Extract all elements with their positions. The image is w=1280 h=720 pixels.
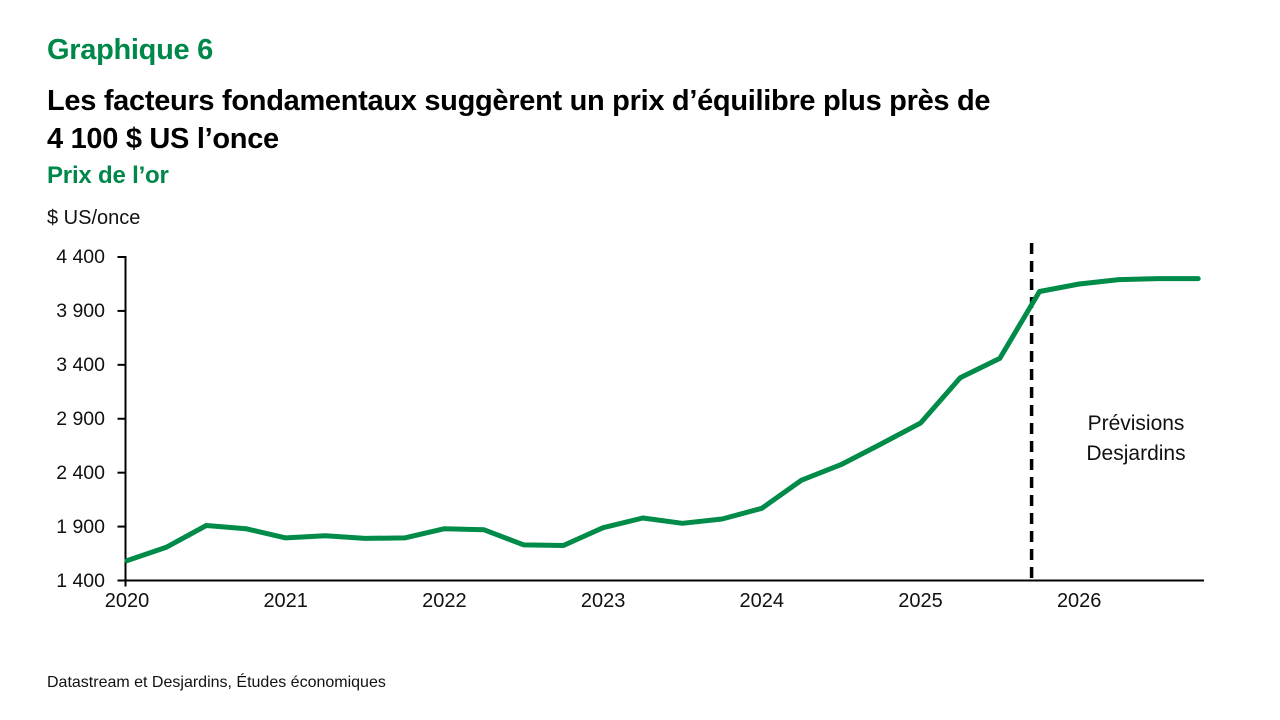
figure-number: Graphique 6 — [47, 34, 213, 66]
x-tick-label: 2023 — [580, 590, 626, 612]
y-tick-label: 4 400 — [56, 246, 105, 268]
y-axis-tick-marks — [117, 256, 126, 582]
x-tick-label: 2024 — [739, 590, 785, 612]
y-axis-unit-label: $ US/once — [47, 207, 141, 229]
y-tick-label: 3 400 — [56, 353, 105, 376]
figure-title-line2: 4 100 $ US l’once — [47, 123, 279, 155]
figure-title: Les facteurs fondamentaux suggèrent un p… — [47, 82, 991, 158]
chart-subtitle: Prix de l’or — [47, 162, 169, 189]
figure-title-line1: Les facteurs fondamentaux suggèrent un p… — [47, 85, 991, 117]
x-tick-label: 2020 — [104, 590, 150, 612]
y-tick-label: 3 900 — [56, 299, 105, 322]
y-tick-label: 1 900 — [56, 515, 105, 538]
gold-price-line — [124, 276, 1201, 564]
forecast-annotation: Prévisions Desjardins — [1086, 412, 1186, 465]
x-tick-label: 2022 — [422, 590, 467, 612]
y-tick-label: 2 900 — [56, 407, 105, 430]
x-tick-label: 2021 — [263, 590, 308, 612]
y-tick-label: 1 400 — [56, 569, 105, 592]
x-tick-label: 2025 — [898, 590, 943, 612]
y-tick-label: 2 400 — [56, 461, 105, 484]
source-note: Datastream et Desjardins, Études économi… — [47, 674, 386, 691]
x-tick-label: 2026 — [1056, 590, 1102, 612]
